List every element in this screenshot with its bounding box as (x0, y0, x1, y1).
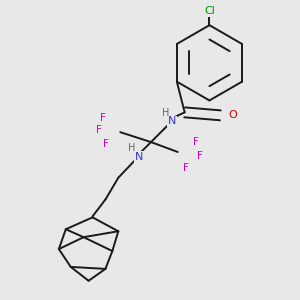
Text: F: F (183, 163, 189, 173)
Text: H: H (162, 108, 169, 118)
Text: F: F (100, 113, 105, 123)
Text: F: F (103, 139, 109, 149)
Text: O: O (229, 110, 238, 120)
Text: F: F (196, 151, 202, 161)
Text: Cl: Cl (204, 6, 215, 16)
Text: F: F (193, 137, 199, 147)
Text: F: F (95, 125, 101, 135)
Text: N: N (168, 116, 176, 126)
Text: N: N (135, 152, 143, 162)
Text: H: H (128, 143, 136, 153)
